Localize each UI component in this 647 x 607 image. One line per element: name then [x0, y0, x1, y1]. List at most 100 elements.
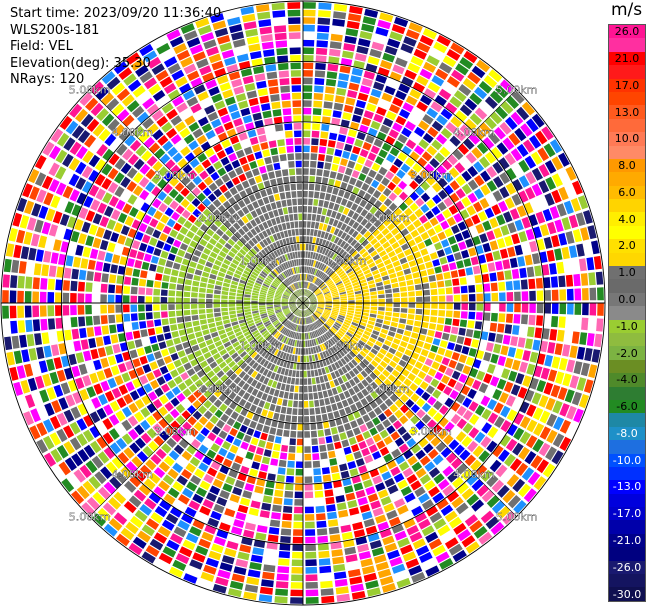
range-gate — [153, 296, 160, 303]
range-gate — [518, 159, 530, 173]
range-gate — [231, 280, 239, 286]
range-gate — [224, 378, 233, 387]
range-gate — [505, 281, 513, 291]
range-gate — [362, 565, 375, 575]
range-gate — [114, 186, 125, 198]
range-gate — [52, 465, 65, 480]
range-gate — [274, 258, 280, 265]
range-gate — [331, 363, 337, 371]
range-gate — [64, 457, 77, 471]
range-gate — [116, 397, 127, 409]
range-gate — [238, 173, 247, 182]
range-gate — [194, 350, 203, 358]
range-gate — [124, 480, 137, 493]
range-gate — [288, 168, 296, 176]
range-gate — [246, 376, 254, 385]
range-gate — [247, 264, 254, 271]
range-gate — [211, 331, 219, 338]
range-gate — [296, 301, 303, 303]
range-gate — [225, 327, 233, 333]
range-gate — [458, 268, 466, 277]
range-gate — [115, 285, 123, 294]
range-gate — [255, 364, 262, 372]
range-gate — [297, 190, 302, 198]
range-gate — [311, 331, 315, 339]
range-gate — [244, 483, 255, 492]
range-gate — [348, 388, 356, 396]
range-gate — [228, 303, 236, 307]
range-gate — [285, 290, 291, 295]
range-gate — [547, 221, 557, 235]
range-gate — [295, 291, 300, 297]
range-gate — [574, 303, 582, 315]
range-gate — [293, 316, 297, 323]
range-gate — [306, 236, 310, 243]
range-gate — [162, 546, 177, 558]
range-gate — [294, 291, 299, 298]
range-gate — [456, 482, 469, 495]
range-gate — [208, 278, 216, 285]
range-gate — [214, 27, 229, 38]
range-gate — [188, 383, 198, 393]
range-gate — [95, 188, 106, 201]
range-gate — [285, 278, 291, 285]
range-gate — [264, 418, 272, 426]
range-gate — [245, 285, 253, 290]
range-gate — [331, 163, 339, 172]
range-gate — [307, 292, 313, 298]
range-gate — [295, 370, 300, 378]
range-gate — [340, 119, 350, 128]
range-gate — [244, 294, 251, 298]
range-gate — [95, 159, 107, 172]
range-gate — [365, 375, 373, 384]
range-gate — [133, 158, 145, 170]
range-gate — [539, 251, 548, 263]
range-gate — [377, 489, 389, 499]
range-gate — [307, 266, 311, 274]
range-gate — [223, 278, 231, 284]
range-gate — [310, 304, 317, 306]
range-gate — [252, 362, 259, 370]
range-gate — [263, 402, 271, 410]
range-gate — [65, 120, 79, 135]
range-gate — [344, 406, 352, 415]
range-gate — [198, 309, 206, 314]
range-gate — [310, 267, 314, 275]
range-gate — [361, 315, 369, 320]
range-gate — [551, 450, 564, 465]
range-gate — [165, 128, 178, 139]
range-gate — [321, 459, 329, 467]
colorbar-segment — [609, 306, 645, 320]
range-gate — [236, 240, 244, 248]
range-gate — [299, 370, 303, 378]
range-gate — [290, 305, 297, 309]
range-gate — [202, 233, 211, 242]
range-gate — [559, 289, 567, 301]
colorbar-segment: 0.0 — [609, 292, 645, 307]
range-gate — [361, 251, 369, 258]
range-gate — [217, 107, 229, 117]
range-gate — [362, 414, 371, 423]
range-gate — [492, 161, 504, 174]
range-gate — [141, 395, 151, 406]
range-gate — [277, 366, 282, 374]
range-gate — [237, 209, 245, 218]
range-gate — [138, 278, 147, 287]
range-gate — [397, 346, 406, 353]
range-gate — [303, 297, 307, 303]
range-gate — [351, 475, 361, 484]
range-gate — [267, 132, 276, 141]
range-gate — [149, 263, 157, 272]
range-gate — [190, 373, 200, 383]
range-gate — [315, 414, 322, 422]
range-gate — [310, 303, 317, 306]
range-gate — [47, 278, 55, 290]
range-gate — [406, 343, 415, 351]
range-gate — [183, 134, 195, 145]
range-gate — [420, 349, 429, 357]
range-gate — [96, 436, 108, 449]
range-gate — [253, 353, 261, 361]
range-gate — [243, 303, 251, 307]
range-gate — [298, 401, 303, 408]
range-gate — [176, 456, 188, 467]
